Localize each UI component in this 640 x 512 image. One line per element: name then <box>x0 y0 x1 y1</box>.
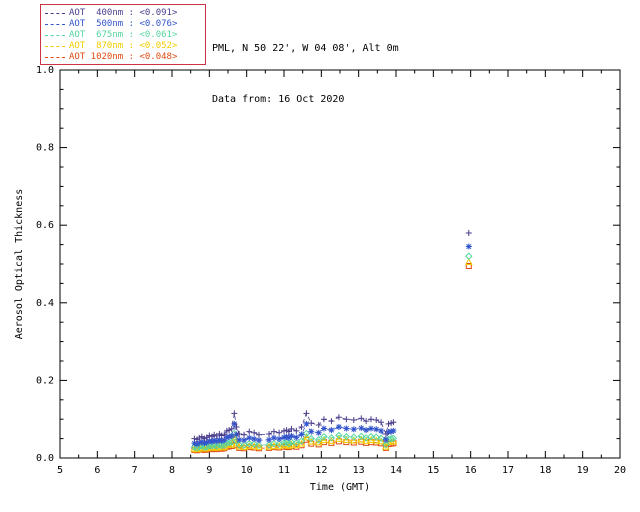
svg-text:16: 16 <box>465 465 477 476</box>
svg-text:0.6: 0.6 <box>36 220 54 231</box>
svg-text:5: 5 <box>57 465 63 476</box>
svg-text:6: 6 <box>94 465 100 476</box>
svg-text:13: 13 <box>353 465 365 476</box>
legend-label: AOT 870nm : <0.052> <box>69 41 178 51</box>
legend-line-sample <box>45 34 65 36</box>
svg-text:7: 7 <box>132 465 138 476</box>
series-500nm <box>191 243 472 448</box>
svg-text:0.2: 0.2 <box>36 375 54 386</box>
svg-text:0.8: 0.8 <box>36 143 54 154</box>
svg-text:18: 18 <box>539 465 551 476</box>
y-axis-ticks: 0.0 0.2 0.4 0.6 0.8 1.0 <box>36 65 620 464</box>
legend-item-500nm: AOT 500nm : <0.076> <box>45 19 201 29</box>
svg-text:12: 12 <box>315 465 327 476</box>
legend-label: AOT 1020nm : <0.048> <box>69 52 178 62</box>
legend-item-400nm: AOT 400nm : <0.091> <box>45 8 201 18</box>
svg-text:19: 19 <box>577 465 589 476</box>
svg-text:1.0: 1.0 <box>36 65 54 76</box>
x-axis-ticks: 5 6 7 8 9 10 11 12 13 14 15 16 17 18 19 20 <box>57 70 626 476</box>
legend-line-sample <box>45 56 65 58</box>
legend-item-1020nm: AOT 1020nm : <0.048> <box>45 52 201 62</box>
legend-line-sample <box>45 23 65 25</box>
legend-box: AOT 400nm : <0.091> AOT 500nm : <0.076> AO… <box>40 4 206 65</box>
svg-text:15: 15 <box>427 465 439 476</box>
svg-text:20: 20 <box>614 465 626 476</box>
svg-text:0.4: 0.4 <box>36 298 54 309</box>
series-400nm <box>191 229 472 443</box>
svg-text:9: 9 <box>206 465 212 476</box>
svg-text:0.0: 0.0 <box>36 453 54 464</box>
legend-item-675nm: AOT 675nm : <0.061> <box>45 30 201 40</box>
svg-text:11: 11 <box>278 465 290 476</box>
legend-label: AOT 500nm : <0.076> <box>69 19 178 29</box>
legend-line-sample <box>45 12 65 14</box>
svg-text:10: 10 <box>241 465 253 476</box>
date-info: Data from: 16 Oct 2020 <box>212 94 345 105</box>
svg-text:14: 14 <box>390 465 402 476</box>
legend-item-870nm: AOT 870nm : <0.052> <box>45 41 201 51</box>
y-axis-title: Aerosol Optical Thickness <box>14 189 25 340</box>
station-info: PML, N 50 22', W 04 08', Alt 0m <box>212 43 399 54</box>
svg-text:8: 8 <box>169 465 175 476</box>
x-axis-title: Time (GMT) <box>310 482 370 493</box>
plot-header: PML, N 50 22', W 04 08', Alt 0m Data fro… <box>212 6 399 142</box>
svg-text:17: 17 <box>502 465 514 476</box>
legend-label: AOT 400nm : <0.091> <box>69 8 178 18</box>
legend-line-sample <box>45 45 65 47</box>
legend-label: AOT 675nm : <0.061> <box>69 30 178 40</box>
